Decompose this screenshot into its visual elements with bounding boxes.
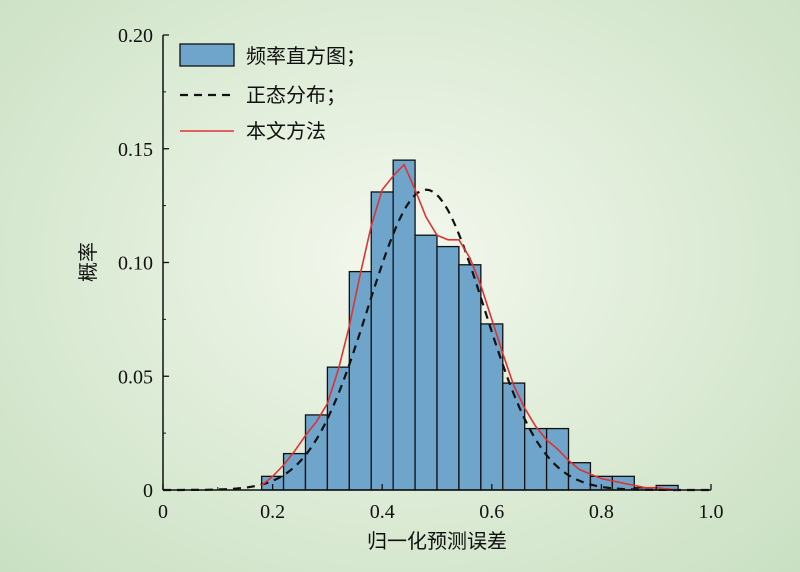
legend-normal-label: 正态分布； <box>246 83 346 107</box>
histogram-bar <box>370 191 394 491</box>
y-ticks: 0 0.05 0.10 0.15 0.20 <box>118 25 169 502</box>
histogram-bar <box>348 270 372 491</box>
x-tick-label: 0.4 <box>370 501 395 523</box>
y-axis-title: 概率 <box>76 242 100 282</box>
legend-histogram-swatch <box>179 43 235 67</box>
x-tick-label: 0.2 <box>260 501 285 523</box>
histogram-bar <box>458 264 482 491</box>
histogram-bar <box>414 234 438 491</box>
legend-method-label: 本文方法 <box>246 119 326 143</box>
y-tick-label: 0 <box>143 480 153 502</box>
y-tick-label: 0.05 <box>118 366 153 388</box>
method-curve <box>261 163 679 491</box>
x-tick-label: 0.8 <box>589 501 614 523</box>
normal-distribution-curve <box>163 188 711 492</box>
x-tick-label: 1.0 <box>699 501 724 523</box>
histogram-bar <box>567 462 592 491</box>
legend: 频率直方图； 正态分布； 本文方法 <box>179 43 366 143</box>
x-axis-title: 归一化预测误差 <box>367 529 507 553</box>
y-tick-label: 0.15 <box>118 139 153 161</box>
histogram-bar <box>326 366 350 491</box>
y-tick-label: 0.10 <box>118 253 153 275</box>
histogram-bars <box>260 159 679 491</box>
histogram-bar <box>480 323 504 491</box>
legend-histogram-label: 频率直方图； <box>246 44 366 68</box>
x-tick-label: 0.6 <box>479 501 504 523</box>
histogram-bar <box>545 427 570 491</box>
y-tick-label: 0.20 <box>118 25 153 47</box>
histogram-bar <box>436 245 460 491</box>
x-ticks: 0 0.2 0.4 0.6 0.8 1.0 <box>158 484 724 523</box>
histogram-bar <box>392 159 416 491</box>
histogram-bar <box>502 382 526 491</box>
histogram-bar <box>524 427 548 491</box>
x-tick-label: 0 <box>158 501 168 523</box>
